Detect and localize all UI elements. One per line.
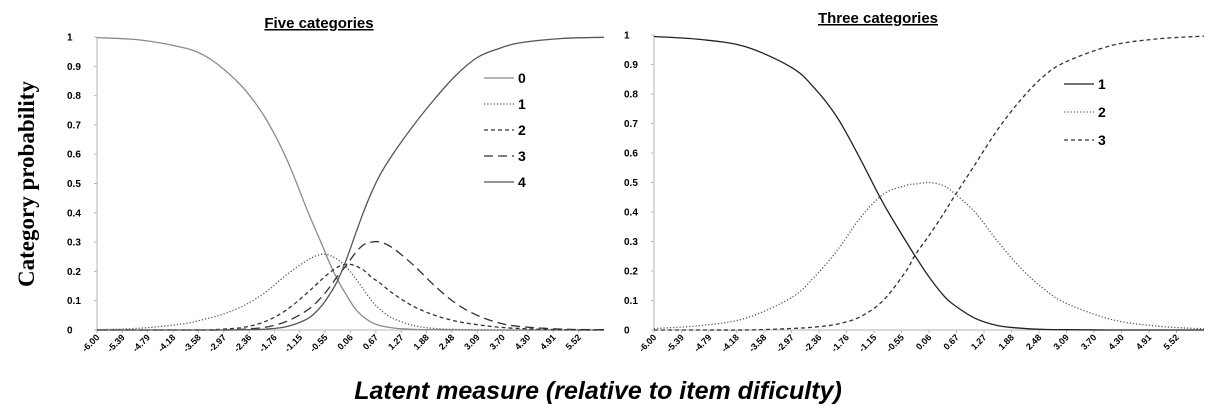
y-tick-label: 0.3 [67,238,81,249]
x-tick-label: -1.15 [283,332,305,354]
x-tick-label: -4.18 [719,332,741,354]
x-tick-label: -2.36 [232,332,254,354]
x-tick-label: 2.48 [437,332,456,351]
legend-label-2: 2 [1098,104,1106,120]
x-tick-label: 4.91 [538,332,557,351]
x-tick-label: 1.27 [386,332,405,351]
x-tick-label: -3.58 [181,332,203,354]
y-tick-label: 0 [624,326,630,337]
x-tick-label: -1.76 [257,332,279,354]
x-tick-label: 0.67 [941,332,960,351]
x-tick-label: 3.09 [1051,332,1070,351]
x-tick-label: -4.18 [156,332,178,354]
y-tick-label: 0.1 [67,296,81,307]
series-line-2 [653,181,1205,330]
y-tick-label: 0.8 [624,90,638,101]
x-tick-label: -2.97 [774,332,796,354]
y-tick-label: 0.7 [624,119,638,130]
y-tick-label: 0.6 [67,150,81,161]
x-tick-label: 0.67 [361,332,380,351]
y-tick-label: 1 [624,31,630,42]
legend-label-4: 4 [518,174,526,190]
series-line-1 [653,35,1204,331]
x-tick-label: 3.70 [1079,332,1098,351]
y-tick-label: 1 [67,33,73,44]
x-tick-label: 0.06 [335,332,354,351]
legend-label-1: 1 [518,96,526,112]
series-line-1 [96,253,604,331]
y-tick-label: 0.2 [624,267,638,278]
x-tick-label: 4.91 [1134,332,1153,351]
x-tick-label: -0.55 [308,332,330,354]
y-tick-label: 0.9 [67,62,81,73]
x-tick-label: 1.27 [969,332,988,351]
chart-title: Three categories [818,10,938,27]
legend-label-0: 0 [518,70,526,86]
x-tick-label: 2.48 [1024,332,1043,351]
x-tick-label: 0.06 [914,332,933,351]
y-tick-label: 0.5 [624,178,638,189]
x-tick-label: -2.97 [207,332,229,354]
x-axis-label: Latent measure (relative to item dificul… [354,377,842,405]
series-line-4 [97,36,605,331]
chart-three-categories: Three categories 0 0.1 0.2 0.3 0.4 0.5 0.6 0.7 0.… [624,10,1205,354]
y-tick-label: 0.8 [67,91,81,102]
legend-label-3: 3 [518,148,526,164]
x-tick-label: -3.58 [747,332,769,354]
series-line-3 [97,240,605,331]
legend-label-1: 1 [1098,76,1106,92]
y-tick-label: 0.5 [67,179,81,190]
x-tick-label: 1.88 [996,332,1015,351]
x-tick-label: -6.00 [637,332,659,354]
y-tick-label: 0.2 [67,267,81,278]
legend-label-2: 2 [518,122,526,138]
chart-five-categories: Five categories 0 0.1 0.2 0.3 0.4 0.5 0.6 0.7 0.8… [67,15,605,354]
y-tick-label: 0 [67,326,73,337]
series-line-2 [97,263,605,331]
x-tick-label: 5.52 [564,332,583,351]
legend-label-3: 3 [1098,132,1106,148]
x-tick-label: -2.36 [802,332,824,354]
x-tick-label: -0.55 [884,332,906,354]
x-tick-label: -4.79 [692,332,714,354]
y-tick-label: 0.3 [624,237,638,248]
x-tick-label: -5.39 [664,332,686,354]
y-axis-label: Category probability [14,81,39,287]
series-line-0 [96,36,604,331]
y-tick-label: 0.4 [67,208,81,219]
x-tick-label: 4.30 [1106,332,1125,351]
x-tick-label: 4.30 [513,332,532,351]
chart-title: Five categories [264,15,373,32]
x-tick-label: -4.79 [131,332,153,354]
y-tick-label: 0.9 [624,60,638,71]
x-tick-label: 5.52 [1161,332,1180,351]
x-tick-label: 1.88 [411,332,430,351]
y-tick-label: 0.1 [624,296,638,307]
x-tick-label: -1.15 [857,332,879,354]
series-line-3 [654,35,1205,331]
y-tick-label: 0.7 [67,120,81,131]
y-tick-label: 0.4 [624,208,638,219]
x-tick-label: -6.00 [80,332,102,354]
x-tick-label: 3.09 [462,332,481,351]
y-tick-label: 0.6 [624,149,638,160]
x-tick-label: -1.76 [829,332,851,354]
x-tick-label: 3.70 [488,332,507,351]
x-tick-label: -5.39 [105,332,127,354]
